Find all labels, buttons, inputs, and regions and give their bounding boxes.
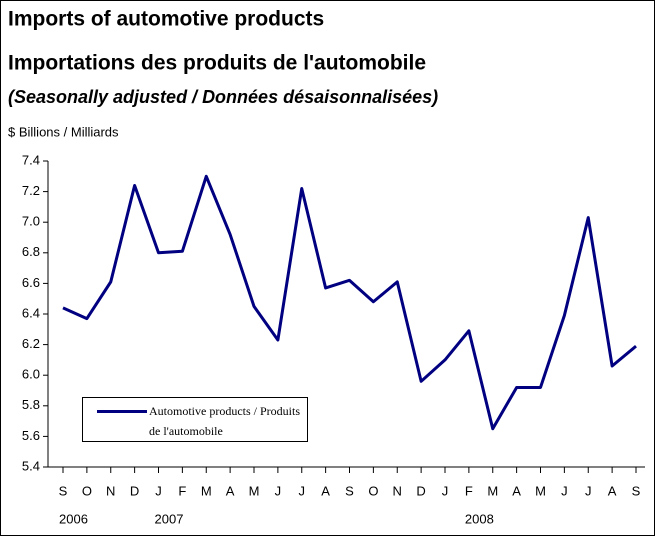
y-axis-label: $ Billions / Milliards xyxy=(8,124,119,139)
y-tick-label: 6.0 xyxy=(22,367,40,382)
x-tick-label: O xyxy=(82,483,92,498)
legend: Automotive products / Produits de l'auto… xyxy=(82,397,308,442)
x-tick-label: J xyxy=(442,483,449,498)
x-tick-label: O xyxy=(368,483,378,498)
x-tick-label: S xyxy=(59,483,68,498)
x-tick-label: A xyxy=(226,483,235,498)
chart-title: Imports of automotive products xyxy=(8,8,324,31)
x-tick-label: A xyxy=(608,483,617,498)
year-label: 2006 xyxy=(59,511,88,526)
chart-subtitle: Importations des produits de l'automobil… xyxy=(8,52,426,75)
y-tick-label: 7.4 xyxy=(22,152,40,167)
x-tick-label: M xyxy=(201,483,212,498)
y-tick-label: 5.8 xyxy=(22,397,40,412)
x-tick-label: F xyxy=(465,483,473,498)
x-tick-label: J xyxy=(155,483,162,498)
y-tick-label: 6.6 xyxy=(22,275,40,290)
x-tick-label: F xyxy=(178,483,186,498)
x-tick-label: D xyxy=(130,483,139,498)
y-tick-label: 6.4 xyxy=(22,305,40,320)
x-tick-label: N xyxy=(106,483,115,498)
x-tick-label: S xyxy=(632,483,641,498)
legend-swatch xyxy=(97,410,147,413)
year-label: 2008 xyxy=(465,511,494,526)
y-tick-label: 7.0 xyxy=(22,214,40,229)
y-tick-label: 6.8 xyxy=(22,244,40,259)
x-tick-label: D xyxy=(416,483,425,498)
x-tick-label: M xyxy=(487,483,498,498)
x-tick-label: A xyxy=(321,483,330,498)
legend-label: Automotive products / Produits de l'auto… xyxy=(149,404,300,438)
data-line xyxy=(62,174,637,431)
x-tick-label: S xyxy=(345,483,354,498)
x-tick-label: M xyxy=(535,483,546,498)
x-tick-label: N xyxy=(393,483,402,498)
y-tick-label: 5.6 xyxy=(22,428,40,443)
x-tick-label: A xyxy=(512,483,521,498)
x-tick-label: J xyxy=(299,483,306,498)
x-tick-label: M xyxy=(249,483,260,498)
y-tick-label: 7.2 xyxy=(22,183,40,198)
y-tick-label: 5.4 xyxy=(22,458,40,473)
x-tick-label: J xyxy=(561,483,568,498)
year-label: 2007 xyxy=(155,511,184,526)
x-tick-label: J xyxy=(585,483,592,498)
chart-note: (Seasonally adjusted / Données désaisonn… xyxy=(8,87,438,107)
x-tick-label: J xyxy=(275,483,282,498)
y-tick-label: 6.2 xyxy=(22,336,40,351)
